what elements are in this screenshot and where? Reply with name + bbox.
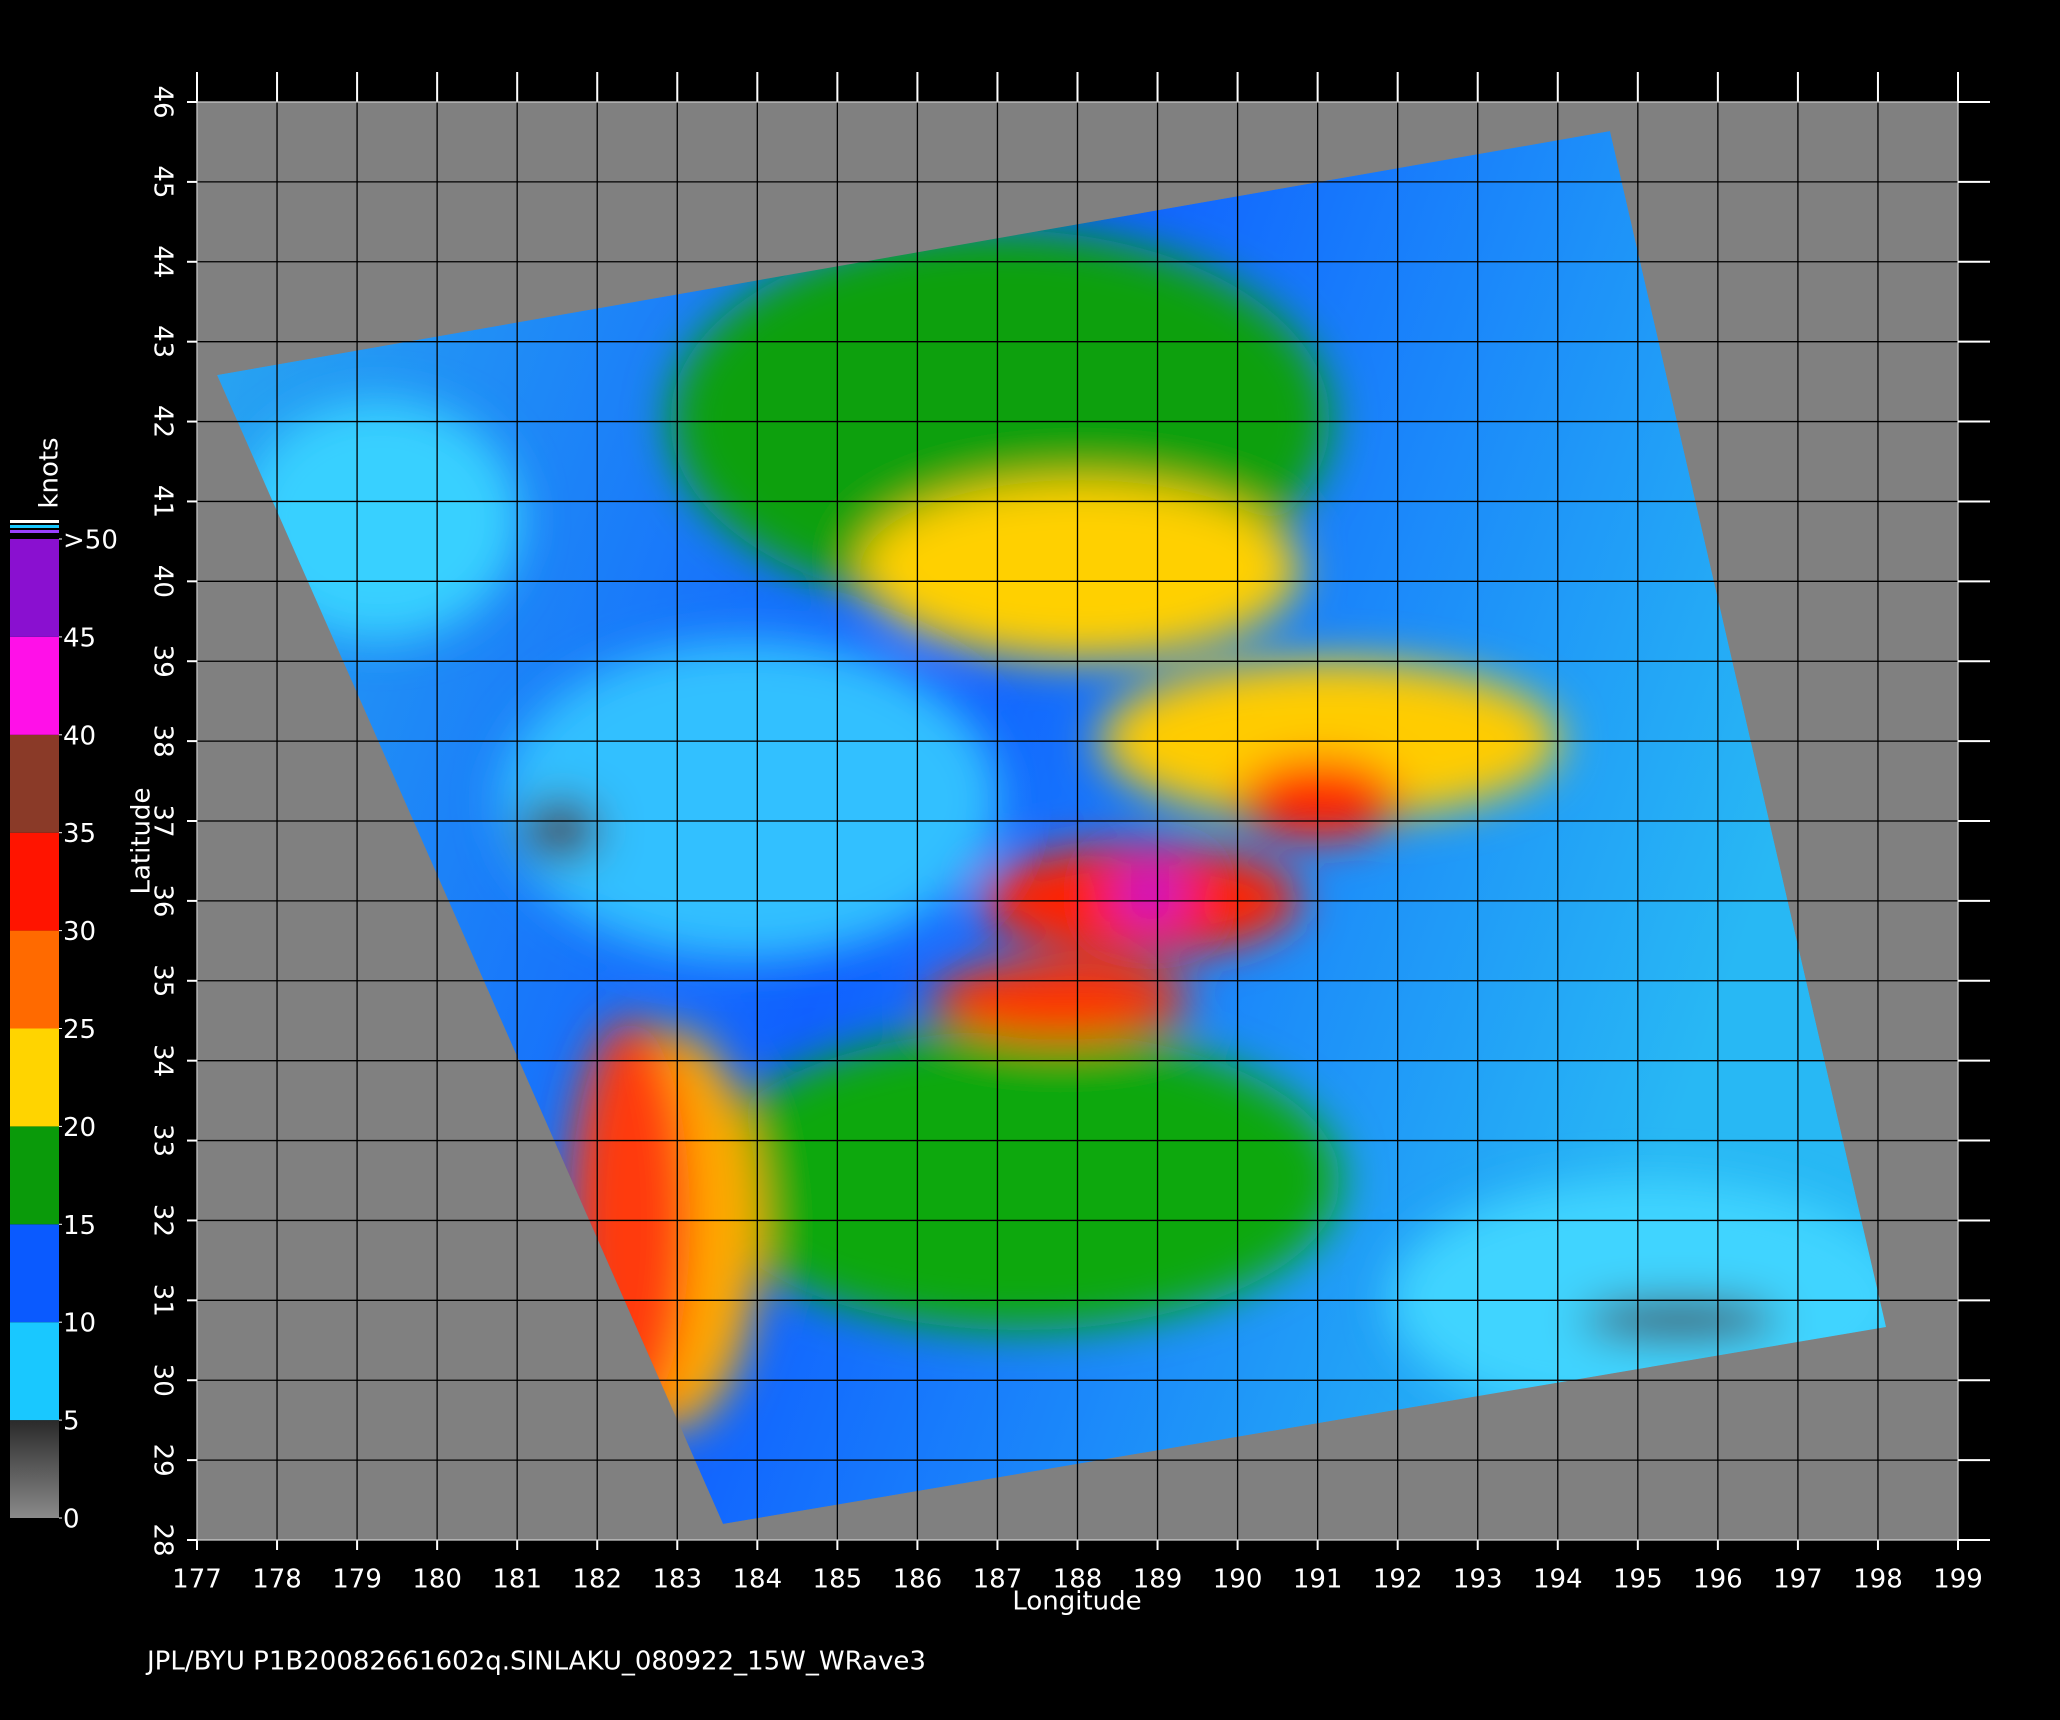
wind-field	[217, 131, 1886, 1524]
y-tick-label: 33	[148, 1124, 178, 1157]
y-tick-label: 44	[148, 245, 178, 278]
y-tick-label: 37	[148, 804, 178, 837]
y-tick-label: 38	[148, 725, 178, 758]
colorbar-tick-label: 25	[63, 1015, 96, 1045]
x-tick-label: 181	[492, 1565, 542, 1595]
colorbar-segment	[10, 930, 59, 1029]
colorbar-segment	[10, 734, 59, 833]
x-tick-label: 196	[1693, 1565, 1743, 1595]
y-tick-label: 40	[148, 565, 178, 598]
y-tick-label: 30	[148, 1364, 178, 1397]
y-tick-label: 45	[148, 165, 178, 198]
y-tick-label: 28	[148, 1523, 178, 1556]
y-tick-label: 42	[148, 405, 178, 438]
colorbar-label: knots	[35, 437, 65, 508]
x-tick-label: 192	[1373, 1565, 1423, 1595]
colorbar-segment	[10, 1028, 59, 1127]
colorbar-segment	[10, 832, 59, 931]
colorbar-tick-label: 5	[63, 1407, 80, 1437]
y-tick-label: 46	[148, 85, 178, 118]
x-tick-label: 184	[732, 1565, 782, 1595]
colorbar-segment	[10, 1420, 59, 1518]
colorbar-tick-label: >50	[63, 526, 118, 556]
x-tick-label: 193	[1453, 1565, 1503, 1595]
colorbar-segment	[10, 539, 59, 637]
y-tick-label: 32	[148, 1204, 178, 1237]
x-tick-label: 199	[1933, 1565, 1983, 1595]
colorbar-tick-label: 40	[63, 721, 96, 751]
colorbar-tick-label: 0	[63, 1505, 80, 1535]
x-tick-label: 183	[652, 1565, 702, 1595]
x-tick-label: 178	[252, 1565, 302, 1595]
colorbar-segment	[10, 1126, 59, 1225]
x-tick-label: 180	[412, 1565, 462, 1595]
x-tick-label: 190	[1213, 1565, 1263, 1595]
y-tick-label: 41	[148, 485, 178, 518]
x-tick-label: 191	[1293, 1565, 1343, 1595]
plot-frame	[196, 101, 1959, 1541]
y-tick-label: 43	[148, 325, 178, 358]
x-tick-label: 186	[893, 1565, 943, 1595]
y-tick-label: 31	[148, 1284, 178, 1317]
x-tick-label: 198	[1853, 1565, 1903, 1595]
x-tick-label: 179	[332, 1565, 382, 1595]
colorbar-segment	[10, 1322, 59, 1421]
x-tick-label: 182	[572, 1565, 622, 1595]
x-tick-label: 194	[1533, 1565, 1583, 1595]
x-tick-label: 189	[1133, 1565, 1183, 1595]
x-tick-label: 185	[813, 1565, 863, 1595]
colorbar-segment	[10, 1224, 59, 1323]
y-tick-label: 29	[148, 1444, 178, 1477]
x-tick-label: 197	[1773, 1565, 1823, 1595]
colorbar-tick-label: 10	[63, 1309, 96, 1339]
y-tick-label: 39	[148, 645, 178, 678]
colorbar-tick-label: 20	[63, 1113, 96, 1143]
y-tick-label: 34	[148, 1044, 178, 1077]
colorbar-segment	[10, 636, 59, 735]
footer: JPL/BYU P1B20082661602q.SINLAKU_080922_1…	[145, 1647, 926, 1677]
x-tick-label: 177	[172, 1565, 222, 1595]
y-tick-label: 35	[148, 964, 178, 997]
colorbar-decoration	[10, 520, 59, 533]
colorbar-tick-label: 45	[63, 623, 96, 653]
y-axis-label: Latitude	[127, 787, 157, 894]
x-tick-label: 187	[973, 1565, 1023, 1595]
colorbar-tick-label: 30	[63, 917, 96, 947]
colorbar-tick-label: 15	[63, 1211, 96, 1241]
x-tick-label: 195	[1613, 1565, 1663, 1595]
y-tick-label: 36	[148, 884, 178, 917]
colorbar-tick-label: 35	[63, 819, 96, 849]
x-axis-label: Longitude	[1012, 1587, 1141, 1617]
x-tick-label: 188	[1053, 1565, 1103, 1595]
